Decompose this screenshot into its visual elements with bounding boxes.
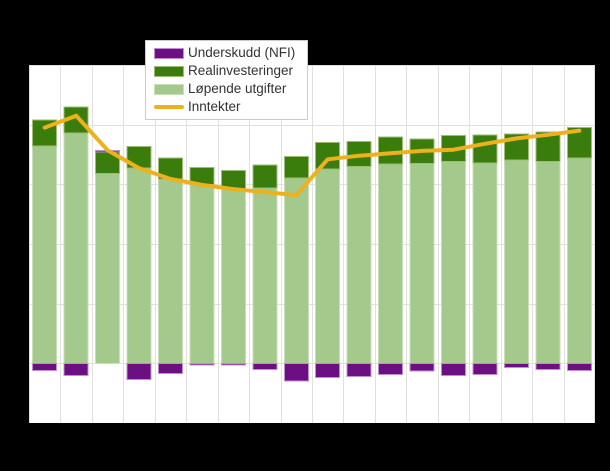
gridlines [29,65,595,423]
bar-segment-realinvesteringer [283,155,309,179]
bar-segment-underskudd [32,362,58,371]
bar-segment-lopende-utgifter [95,173,121,364]
bar-segment-lopende-utgifter [189,183,215,364]
bar-segment-lopende-utgifter [158,178,183,364]
bar-segment-realinvesteringer [378,136,404,165]
bar-segment-underskudd [283,362,309,382]
legend-label: Underskudd (NFI) [188,45,296,61]
underskudd-swatch-icon [154,47,184,59]
bar-segment-underskudd [158,362,183,374]
bar-segment-underskudd [252,362,278,370]
plot-area [29,65,595,423]
legend: Underskudd (NFI) Realinvesteringer Løpen… [145,40,308,120]
bar-segment-lopende-utgifter [346,165,372,364]
bars [32,106,592,382]
bar-segment-lopende-utgifter [283,177,309,364]
bar-segment-lopende-utgifter [126,167,152,364]
legend-item-realinvesteringer: Realinvesteringer [154,62,307,80]
bar-segment-lopende-utgifter [535,161,561,364]
bar-segment-realinvesteringer [472,134,498,164]
bar-segment-lopende-utgifter [252,187,278,364]
bar-segment-underskudd [63,362,89,376]
bar-segment-underskudd [378,362,404,376]
bar-segment-underskudd [535,362,561,370]
bar-segment-underskudd [220,362,246,366]
bar-segment-lopende-utgifter [32,145,58,364]
bar-segment-underskudd [566,362,592,371]
lopende-utgifter-swatch-icon [154,83,184,95]
inntekter-line [42,113,582,198]
bar-segment-underskudd [409,362,435,372]
bar-segment-lopende-utgifter [472,162,498,364]
bar-segment-lopende-utgifter [63,132,89,364]
legend-item-underskudd: Underskudd (NFI) [154,44,307,62]
legend-item-inntekter: Inntekter [154,98,307,116]
bar-segment-lopende-utgifter [220,188,246,364]
inntekter-line-swatch-icon [154,105,184,109]
bar-segment-underskudd [472,362,498,376]
chart-canvas [29,65,595,423]
bar-segment-underskudd [126,362,152,380]
legend-label: Løpende utgifter [188,81,287,97]
bar-segment-realinvesteringer [315,142,341,170]
legend-item-lopende-utgifter: Løpende utgifter [154,80,307,98]
bar-segment-underskudd [189,362,215,366]
bar-segment-underskudd [315,362,341,379]
bar-segment-underskudd [503,362,529,369]
bar-segment-realinvesteringer [252,164,278,189]
bar-segment-lopende-utgifter [566,157,592,364]
bar-segment-lopende-utgifter [378,163,404,364]
bar-segment-lopende-utgifter [441,161,466,364]
legend-label: Inntekter [188,99,241,115]
bar-segment-underskudd [346,362,372,377]
bar-segment-lopende-utgifter [315,168,341,364]
bar-segment-lopende-utgifter [409,162,435,364]
legend-label: Realinvesteringer [188,63,294,79]
bar-segment-lopende-utgifter [503,159,529,364]
realinvesteringer-swatch-icon [154,65,184,77]
bar-segment-underskudd [441,362,466,376]
